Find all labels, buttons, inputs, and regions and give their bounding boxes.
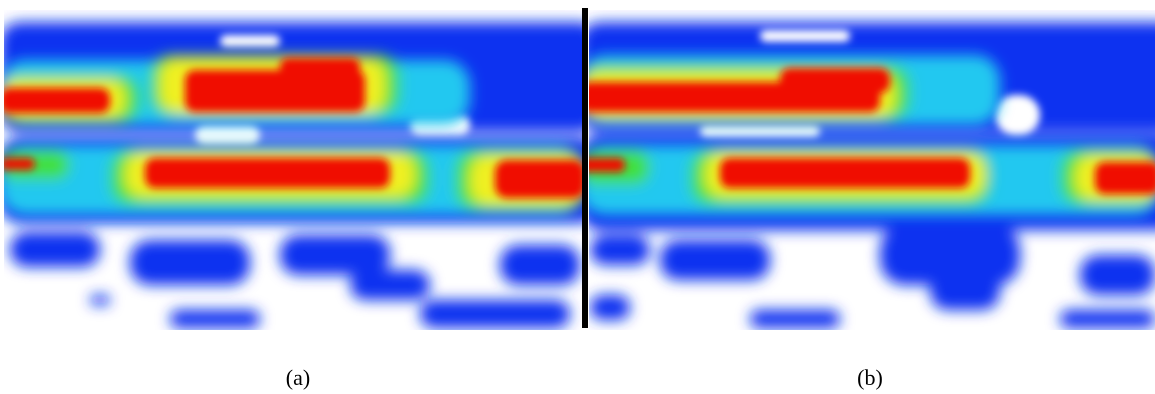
panel-label: (a) bbox=[286, 365, 310, 390]
heatmap-b bbox=[589, 22, 1155, 328]
panel-label: (b) bbox=[857, 365, 883, 390]
divider bbox=[582, 8, 588, 328]
heatmap-a bbox=[4, 22, 582, 328]
